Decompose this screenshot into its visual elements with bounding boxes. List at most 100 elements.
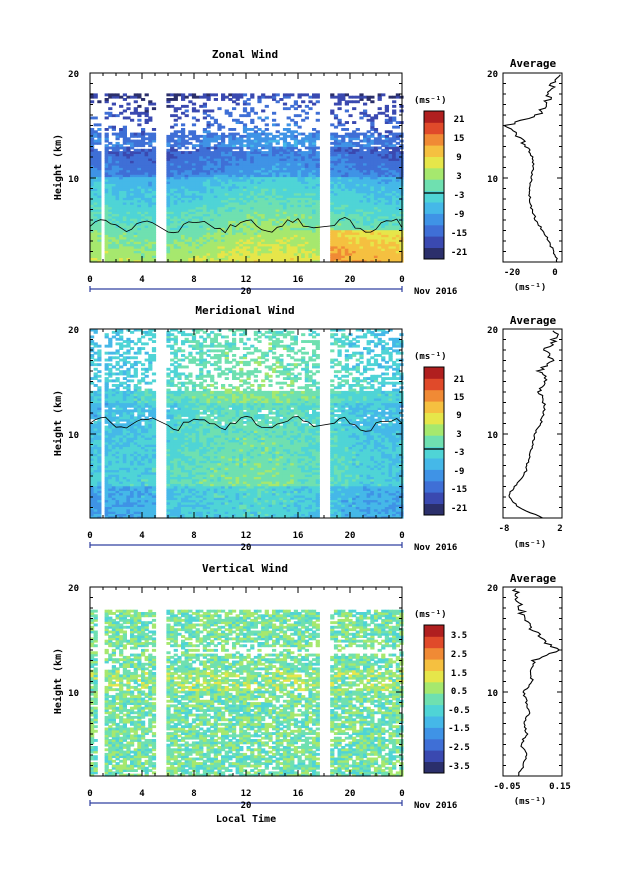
heatmap-cell <box>261 236 266 240</box>
heatmap-cell <box>130 153 135 157</box>
heatmap-cell <box>181 227 186 231</box>
heatmap-cell <box>195 225 200 228</box>
heatmap-cell <box>286 236 291 240</box>
heatmap-cell <box>90 132 95 136</box>
heatmap-cell <box>184 250 189 254</box>
heatmap-cell <box>206 114 211 118</box>
heatmap-cell <box>148 178 153 182</box>
heatmap-cell <box>301 252 306 256</box>
heatmap-cell <box>184 243 189 247</box>
heatmap-cell <box>144 199 149 203</box>
heatmap-cell <box>130 183 135 187</box>
heatmap-cell <box>268 181 273 184</box>
heatmap-cell <box>242 192 248 196</box>
heatmap-cell <box>301 236 306 240</box>
heatmap-cell <box>173 225 178 228</box>
heatmap-cell <box>122 130 127 134</box>
heatmap-cell <box>202 151 207 154</box>
heatmap-cell <box>137 171 142 175</box>
heatmap-cell <box>395 132 400 136</box>
heatmap-cell <box>141 259 146 263</box>
heatmap-cell <box>264 151 269 154</box>
heatmap-cell <box>235 225 240 228</box>
heatmap-cell <box>275 232 280 235</box>
heatmap-cell <box>144 160 149 164</box>
heatmap-cell <box>93 181 98 184</box>
heatmap-cell <box>250 158 255 161</box>
heatmap-cell <box>275 250 280 254</box>
heatmap-cell <box>275 162 280 166</box>
heatmap-cell <box>290 151 295 154</box>
heatmap-cell <box>202 137 207 141</box>
heatmap-cell <box>115 195 120 198</box>
heatmap-cell <box>130 234 135 238</box>
heatmap-cell <box>272 238 277 242</box>
heatmap-cell <box>293 199 298 203</box>
heatmap-cell <box>228 222 233 226</box>
heatmap-cell <box>228 171 233 175</box>
heatmap-cell <box>206 130 211 134</box>
heatmap-cell <box>184 134 189 138</box>
heatmap-cell <box>272 139 277 143</box>
heatmap-cell <box>119 160 124 164</box>
heatmap-cell <box>228 213 233 217</box>
heatmap-cell <box>173 259 178 263</box>
heatmap-cell <box>282 171 288 175</box>
heatmap-cell <box>184 255 189 258</box>
heatmap-cell <box>264 178 269 182</box>
heatmap-cell <box>181 213 186 217</box>
heatmap-cell <box>213 137 218 141</box>
heatmap-cell <box>272 162 277 166</box>
heatmap-cell <box>90 335 95 339</box>
heatmap-cell <box>301 197 306 201</box>
heatmap-cell <box>213 169 218 173</box>
heatmap-cell <box>195 250 200 254</box>
heatmap-cell <box>115 151 120 154</box>
heatmap-cell <box>188 158 193 161</box>
heatmap-cell <box>330 206 335 210</box>
heatmap-cell <box>90 162 95 166</box>
heatmap-cell <box>173 218 178 221</box>
heatmap-cell <box>90 183 95 187</box>
heatmap-cell <box>242 144 248 148</box>
heatmap-cell <box>304 232 309 235</box>
heatmap-cell <box>242 171 248 175</box>
heatmap-cell <box>301 215 306 219</box>
heatmap-cell <box>250 148 255 152</box>
heatmap-cell <box>188 162 193 166</box>
heatmap-cell <box>210 234 215 238</box>
heatmap-cell <box>301 144 306 148</box>
heatmap-cell <box>253 213 258 217</box>
heatmap-cell <box>93 169 98 173</box>
heatmap-cell <box>315 238 320 242</box>
heatmap-cell <box>111 257 116 261</box>
heatmap-cell <box>286 218 291 221</box>
heatmap-cell <box>279 169 284 173</box>
heatmap-cell <box>290 211 295 215</box>
heatmap-cell <box>97 158 102 161</box>
heatmap-cell <box>191 213 197 217</box>
heatmap-cell <box>191 220 197 224</box>
heatmap-cell <box>119 130 124 134</box>
heatmap-cell <box>181 111 186 115</box>
heatmap-cell <box>312 160 317 164</box>
heatmap-cell <box>250 248 255 251</box>
heatmap-cell <box>166 252 171 256</box>
heatmap-cell <box>119 236 124 240</box>
heatmap-cell <box>93 141 98 145</box>
heatmap-cell <box>137 153 142 157</box>
heatmap-cell <box>177 185 182 189</box>
heatmap-cell <box>272 185 277 189</box>
heatmap-cell <box>181 169 186 173</box>
heatmap-cell <box>246 181 251 184</box>
heatmap-cell <box>261 171 266 175</box>
heatmap-cell <box>206 158 211 161</box>
heatmap-cell <box>148 259 153 263</box>
heatmap-cell <box>119 188 124 191</box>
heatmap-cell <box>242 183 248 187</box>
heatmap-cell <box>188 183 193 187</box>
heatmap-cell <box>301 195 306 198</box>
heatmap-cell <box>301 178 306 182</box>
heatmap-cell <box>141 151 146 154</box>
heatmap-cell <box>181 98 186 101</box>
